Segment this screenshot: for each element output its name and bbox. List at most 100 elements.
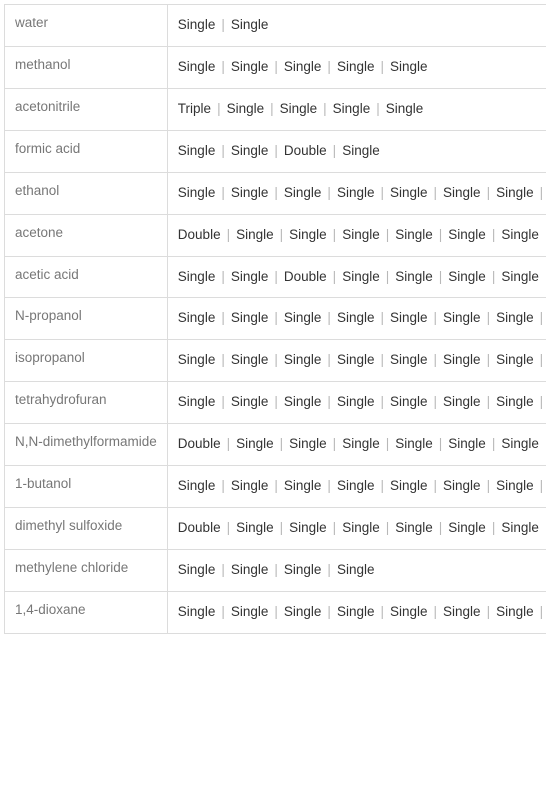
bond-value: Single	[496, 185, 534, 200]
separator: |	[428, 478, 444, 493]
separator: |	[268, 352, 284, 367]
separator: |	[481, 310, 497, 325]
separator: |	[317, 101, 333, 116]
bond-value: Single	[289, 520, 327, 535]
separator: |	[215, 59, 231, 74]
bond-list: Double|Single|Single|Single|Single|Singl…	[167, 508, 546, 550]
bond-value: Single	[178, 17, 216, 32]
bond-value: Double	[178, 436, 221, 451]
bond-value: Single	[231, 310, 269, 325]
separator: |	[428, 352, 444, 367]
bond-value: Single	[284, 59, 322, 74]
separator: |	[321, 562, 337, 577]
bond-value: Single	[333, 101, 371, 116]
bond-list: Single|Single|Single|Single|Single	[167, 46, 546, 88]
separator: |	[374, 310, 390, 325]
compound-label: ethanol	[5, 172, 168, 214]
separator: |	[534, 310, 546, 325]
bond-value: Single	[386, 101, 424, 116]
bond-value: Single	[496, 352, 534, 367]
separator: |	[534, 394, 546, 409]
bond-value: Single	[443, 394, 481, 409]
separator: |	[327, 227, 343, 242]
bond-value: Double	[284, 143, 327, 158]
compound-label: acetone	[5, 214, 168, 256]
separator: |	[321, 394, 337, 409]
compound-label: formic acid	[5, 130, 168, 172]
bond-value: Single	[231, 394, 269, 409]
bond-value: Single	[337, 352, 375, 367]
separator: |	[481, 394, 497, 409]
bond-value: Single	[337, 604, 375, 619]
separator: |	[221, 436, 237, 451]
bond-value: Single	[227, 101, 265, 116]
bond-list: Double|Single|Single|Single|Single|Singl…	[167, 214, 546, 256]
bond-value: Single	[395, 269, 433, 284]
separator: |	[534, 604, 546, 619]
bond-value: Single	[337, 478, 375, 493]
bond-list: Single|Single|Single|Single|Single|Singl…	[167, 340, 546, 382]
separator: |	[481, 604, 497, 619]
separator: |	[327, 436, 343, 451]
separator: |	[534, 352, 546, 367]
compound-label: 1-butanol	[5, 466, 168, 508]
table-row: waterSingle|Single	[5, 5, 546, 47]
bond-value: Single	[231, 562, 269, 577]
separator: |	[274, 520, 290, 535]
bond-value: Single	[390, 59, 428, 74]
separator: |	[539, 520, 546, 535]
compound-label: dimethyl sulfoxide	[5, 508, 168, 550]
bond-value: Single	[342, 143, 380, 158]
separator: |	[374, 352, 390, 367]
separator: |	[215, 562, 231, 577]
compound-label: methylene chloride	[5, 549, 168, 591]
bond-value: Single	[337, 185, 375, 200]
separator: |	[433, 436, 449, 451]
table-row: isopropanolSingle|Single|Single|Single|S…	[5, 340, 546, 382]
bond-value: Triple	[178, 101, 211, 116]
separator: |	[428, 185, 444, 200]
bond-value: Single	[284, 310, 322, 325]
compound-label: acetic acid	[5, 256, 168, 298]
separator: |	[321, 310, 337, 325]
bond-value: Single	[231, 17, 269, 32]
bond-value: Single	[448, 227, 486, 242]
compound-label: methanol	[5, 46, 168, 88]
separator: |	[221, 227, 237, 242]
bond-value: Double	[178, 520, 221, 535]
bond-value: Single	[390, 394, 428, 409]
bond-value: Single	[395, 227, 433, 242]
separator: |	[481, 352, 497, 367]
bond-list: Single|Single|Single|Single|Single|Singl…	[167, 382, 546, 424]
separator: |	[215, 143, 231, 158]
separator: |	[321, 59, 337, 74]
separator: |	[211, 101, 227, 116]
bond-value: Single	[236, 436, 274, 451]
bond-value: Single	[496, 394, 534, 409]
bond-value: Single	[390, 478, 428, 493]
bond-value: Single	[280, 101, 318, 116]
separator: |	[268, 394, 284, 409]
separator: |	[374, 478, 390, 493]
bond-value: Single	[501, 520, 539, 535]
bond-value: Single	[443, 352, 481, 367]
separator: |	[321, 185, 337, 200]
bond-value: Single	[390, 352, 428, 367]
bond-value: Single	[496, 478, 534, 493]
separator: |	[539, 227, 546, 242]
bond-value: Single	[395, 436, 433, 451]
bond-value: Single	[390, 185, 428, 200]
bond-value: Single	[178, 185, 216, 200]
table-row: acetic acidSingle|Single|Double|Single|S…	[5, 256, 546, 298]
table-row: acetonitrileTriple|Single|Single|Single|…	[5, 88, 546, 130]
bond-value: Single	[496, 604, 534, 619]
bond-value: Single	[284, 185, 322, 200]
bond-value: Single	[443, 310, 481, 325]
bond-value: Single	[337, 394, 375, 409]
separator: |	[428, 604, 444, 619]
bond-list: Single|Single|Single|Single|Single|Singl…	[167, 172, 546, 214]
separator: |	[374, 394, 390, 409]
bond-value: Single	[178, 394, 216, 409]
bond-value: Single	[178, 59, 216, 74]
table-row: 1,4-dioxaneSingle|Single|Single|Single|S…	[5, 591, 546, 633]
